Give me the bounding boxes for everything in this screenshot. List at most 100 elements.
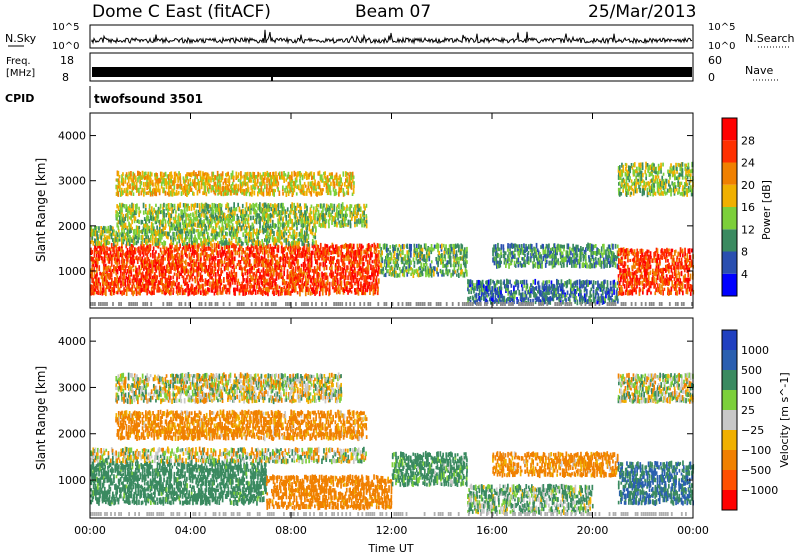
power-cell (224, 216, 226, 221)
power-cell (233, 275, 235, 280)
power-cell (300, 286, 303, 292)
power-cell (205, 256, 208, 261)
power-cell (289, 231, 291, 236)
power-cell (110, 254, 113, 258)
power-cell (302, 262, 305, 267)
power-cell (314, 232, 316, 236)
power-cell (200, 183, 203, 190)
power-cell (230, 258, 233, 265)
power-cell (94, 248, 97, 252)
power-cell (130, 191, 133, 196)
power-cell (340, 184, 343, 190)
power-cell (323, 221, 326, 228)
power-cell (341, 216, 344, 222)
power-cell (134, 265, 137, 271)
power-cell (332, 187, 335, 192)
power-cell (311, 243, 314, 248)
power-cell (288, 277, 291, 284)
power-cell (228, 181, 231, 187)
power-cell (262, 177, 265, 184)
power-cell (267, 262, 269, 268)
power-cell (242, 241, 244, 246)
power-cell (220, 252, 223, 258)
power-cell (463, 262, 466, 268)
power-cell (299, 235, 302, 239)
power-cell (326, 287, 329, 292)
power-cell (384, 243, 387, 248)
power-cell (153, 284, 155, 290)
power-cell (232, 209, 234, 216)
power-cell (467, 286, 469, 292)
power-cell (216, 187, 218, 193)
power-cell (265, 172, 267, 177)
power-cell (197, 234, 200, 240)
power-cell (448, 260, 451, 265)
power-cell (228, 213, 230, 219)
power-cell (287, 289, 290, 296)
power-cell (125, 190, 128, 197)
power-cell (277, 274, 280, 280)
power-cell (190, 290, 193, 295)
power-cell (373, 274, 375, 280)
power-cell (433, 244, 436, 249)
power-cell (373, 259, 376, 264)
power-cell (247, 186, 250, 193)
power-cell (243, 225, 245, 231)
power-cell (350, 204, 353, 209)
power-cell (204, 206, 206, 212)
power-cell (173, 254, 176, 258)
power-cell (233, 191, 235, 195)
power-cell (476, 282, 478, 288)
power-cell (125, 262, 128, 268)
power-cell (378, 268, 380, 274)
power-cell (101, 230, 104, 237)
power-cell (375, 254, 378, 258)
power-cell (145, 283, 147, 289)
power-cell (410, 244, 412, 250)
power-cell (132, 235, 134, 240)
power-cell (344, 182, 346, 187)
power-cell (237, 237, 240, 244)
power-cell (140, 265, 143, 271)
power-cell (270, 253, 273, 259)
power-cell (492, 296, 494, 303)
power-cell (262, 242, 265, 249)
power-cell (220, 207, 223, 212)
power-cell (244, 223, 247, 228)
power-cell (147, 268, 150, 275)
power-cell (364, 290, 367, 296)
power-cell (137, 177, 139, 183)
power-cell (91, 230, 94, 237)
power-cell (115, 178, 118, 182)
power-cell (276, 290, 278, 294)
power-cell (139, 288, 141, 293)
power-cell (179, 291, 181, 295)
power-cell (124, 217, 126, 222)
power-cell (273, 191, 275, 197)
power-cell (237, 202, 239, 208)
power-cell (279, 287, 282, 292)
power-cell (350, 266, 353, 272)
power-cell (147, 174, 149, 180)
power-cell (249, 235, 251, 240)
power-cell (315, 226, 317, 232)
power-cell (464, 249, 467, 255)
power-cell (196, 182, 199, 186)
power-cell (301, 288, 304, 293)
power-cell (119, 209, 121, 214)
power-cell (120, 276, 122, 280)
power-cell (315, 291, 317, 295)
power-cell (99, 284, 102, 290)
power-cell (120, 187, 123, 193)
power-cell (306, 243, 308, 248)
power-cell (346, 190, 348, 195)
power-cell (316, 203, 318, 208)
power-cell (173, 176, 176, 180)
power-cell (364, 281, 367, 288)
power-cell (467, 281, 470, 288)
power-cell (366, 249, 369, 256)
power-cell (240, 225, 242, 232)
power-cell (242, 212, 244, 218)
power-cell (300, 252, 303, 259)
power-cell (93, 281, 96, 287)
